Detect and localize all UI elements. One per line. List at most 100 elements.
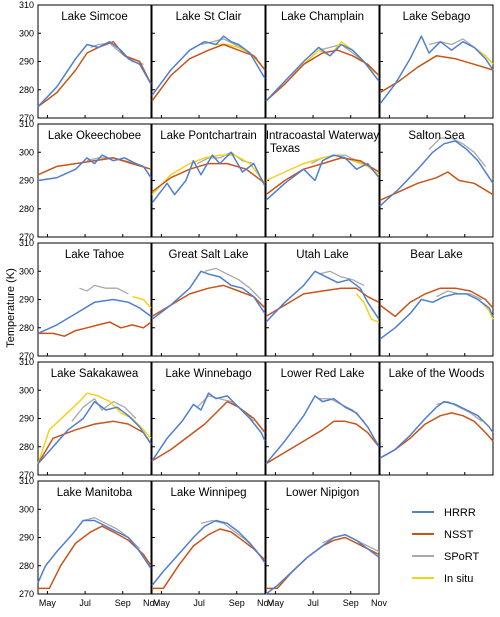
series-line-in-situ bbox=[477, 49, 494, 65]
x-tick-label: May bbox=[39, 598, 57, 608]
x-tick-label: Jul bbox=[79, 598, 91, 608]
panel-title: Lake Winnebago bbox=[165, 368, 251, 380]
panel-11: Bear Lake bbox=[379, 242, 494, 357]
y-tick-label: 300 bbox=[19, 28, 34, 38]
panel-10: Utah Lake bbox=[265, 242, 380, 357]
y-tick-label: 310 bbox=[19, 476, 34, 486]
series-line-nsst bbox=[152, 528, 266, 590]
y-tick-label: 270 bbox=[19, 351, 34, 361]
panel-title: Great Salt Lake bbox=[169, 249, 249, 261]
x-tick-label: Jul bbox=[307, 598, 319, 608]
panel-3: Lake Sebago bbox=[379, 4, 494, 119]
y-axis-label: Temperature (K) bbox=[5, 268, 17, 347]
panel-title: Intracoastal Waterway Texas bbox=[266, 130, 380, 155]
x-tick-label: Jul bbox=[193, 598, 205, 608]
panel-title: Lake Simcoe bbox=[61, 11, 127, 23]
y-tick-label: 290 bbox=[19, 414, 34, 424]
y-tick-label: 310 bbox=[19, 119, 34, 129]
series-line-hrrr bbox=[37, 519, 152, 584]
panel-18: Lower Nipigon bbox=[265, 480, 380, 595]
panel-frame bbox=[151, 123, 266, 238]
legend-label: HRRR bbox=[444, 507, 476, 519]
panel-title: Lake of the Woods bbox=[389, 368, 485, 380]
panel-12: Lake Sakakawea bbox=[37, 361, 152, 476]
y-tick-label: 310 bbox=[19, 357, 34, 367]
series-line-hrrr bbox=[151, 151, 266, 204]
panel-frame bbox=[151, 242, 266, 357]
panel-title: Lake Sakakawea bbox=[51, 368, 139, 380]
y-tick-label: 280 bbox=[19, 561, 34, 571]
panel-title: Lower Nipigon bbox=[286, 487, 360, 499]
panel-0: Lake Simcoe bbox=[37, 4, 152, 119]
panel-1: Lake St Clair bbox=[151, 4, 266, 119]
series-line-sport bbox=[71, 398, 137, 422]
series-line-nsst bbox=[37, 420, 152, 465]
panel-17: Lake Winnipeg bbox=[151, 480, 266, 595]
y-tick-label: 290 bbox=[19, 57, 34, 67]
panel-frame bbox=[151, 361, 266, 476]
panel-title: Utah Lake bbox=[296, 249, 348, 261]
y-tick-label: 300 bbox=[19, 385, 34, 395]
panel-6: Intracoastal Waterway Texas bbox=[265, 123, 380, 238]
panel-2: Lake Champlain bbox=[265, 4, 380, 119]
x-tick-label: Sep bbox=[115, 598, 131, 608]
y-tick-label: 280 bbox=[19, 204, 34, 214]
panel-frame bbox=[379, 123, 494, 238]
x-tick-label: Nov bbox=[371, 598, 388, 608]
x-tick-label: Nov bbox=[257, 598, 274, 608]
series-line-hrrr bbox=[37, 298, 152, 335]
panel-title: Lower Red Lake bbox=[281, 368, 365, 380]
panel-frame bbox=[151, 4, 266, 119]
series-line-sport bbox=[436, 400, 483, 422]
y-tick-label: 290 bbox=[19, 295, 34, 305]
panel-title: Lake Manitoba bbox=[57, 487, 133, 499]
y-tick-label: 280 bbox=[19, 323, 34, 333]
series-line-hrrr bbox=[379, 400, 494, 459]
legend: HRRR NSST SPoRT In situ bbox=[412, 507, 480, 585]
series-line-hrrr bbox=[37, 154, 152, 182]
series-line-hrrr bbox=[151, 519, 266, 586]
panel-14: Lower Red Lake bbox=[265, 361, 380, 476]
y-tick-label: 280 bbox=[19, 442, 34, 452]
y-tick-label: 270 bbox=[19, 470, 34, 480]
panel-13: Lake Winnebago bbox=[151, 361, 266, 476]
panel-8: Lake Tahoe bbox=[37, 242, 152, 357]
y-tick-label: 290 bbox=[19, 533, 34, 543]
series-line-hrrr bbox=[265, 533, 380, 595]
y-tick-label: 300 bbox=[19, 147, 34, 157]
series-line-nsst bbox=[379, 287, 494, 318]
series-line-nsst bbox=[379, 55, 494, 94]
panel-title: Bear Lake bbox=[410, 249, 462, 261]
series-line-hrrr bbox=[265, 395, 380, 465]
legend-label: SPoRT bbox=[444, 551, 480, 563]
series-line-hrrr bbox=[151, 270, 266, 320]
series-line-in-situ bbox=[355, 293, 380, 323]
series-line-nsst bbox=[379, 412, 494, 459]
panel-frame bbox=[37, 242, 152, 357]
series-line-sport bbox=[428, 137, 487, 167]
panel-5: Lake Pontchartrain bbox=[151, 123, 266, 238]
y-tick-label: 270 bbox=[19, 232, 34, 242]
y-tick-label: 290 bbox=[19, 176, 34, 186]
series-line-hrrr bbox=[37, 40, 152, 108]
x-tick-label: Sep bbox=[343, 598, 359, 608]
series-line-hrrr bbox=[379, 35, 494, 105]
panel-title: Lake Champlain bbox=[281, 11, 364, 23]
series-line-sport bbox=[204, 267, 262, 300]
panel-title: Lake Pontchartrain bbox=[160, 130, 257, 142]
y-tick-label: 300 bbox=[19, 504, 34, 514]
series-line-nsst bbox=[37, 157, 152, 176]
series-line-in-situ bbox=[132, 295, 152, 309]
y-tick-label: 270 bbox=[19, 589, 34, 599]
series-line-sport bbox=[79, 284, 129, 295]
panel-frame bbox=[265, 4, 380, 119]
series-line-hrrr bbox=[151, 392, 266, 462]
x-tick-label: May bbox=[153, 598, 171, 608]
y-tick-label: 300 bbox=[19, 266, 34, 276]
x-tick-label: Nov bbox=[143, 598, 160, 608]
panel-7: Salton Sea bbox=[379, 123, 494, 238]
panel-4: Lake Okeechobee bbox=[37, 123, 152, 238]
series-line-hrrr bbox=[265, 43, 380, 102]
series-line-nsst bbox=[265, 157, 380, 196]
series-line-hrrr bbox=[379, 293, 494, 340]
